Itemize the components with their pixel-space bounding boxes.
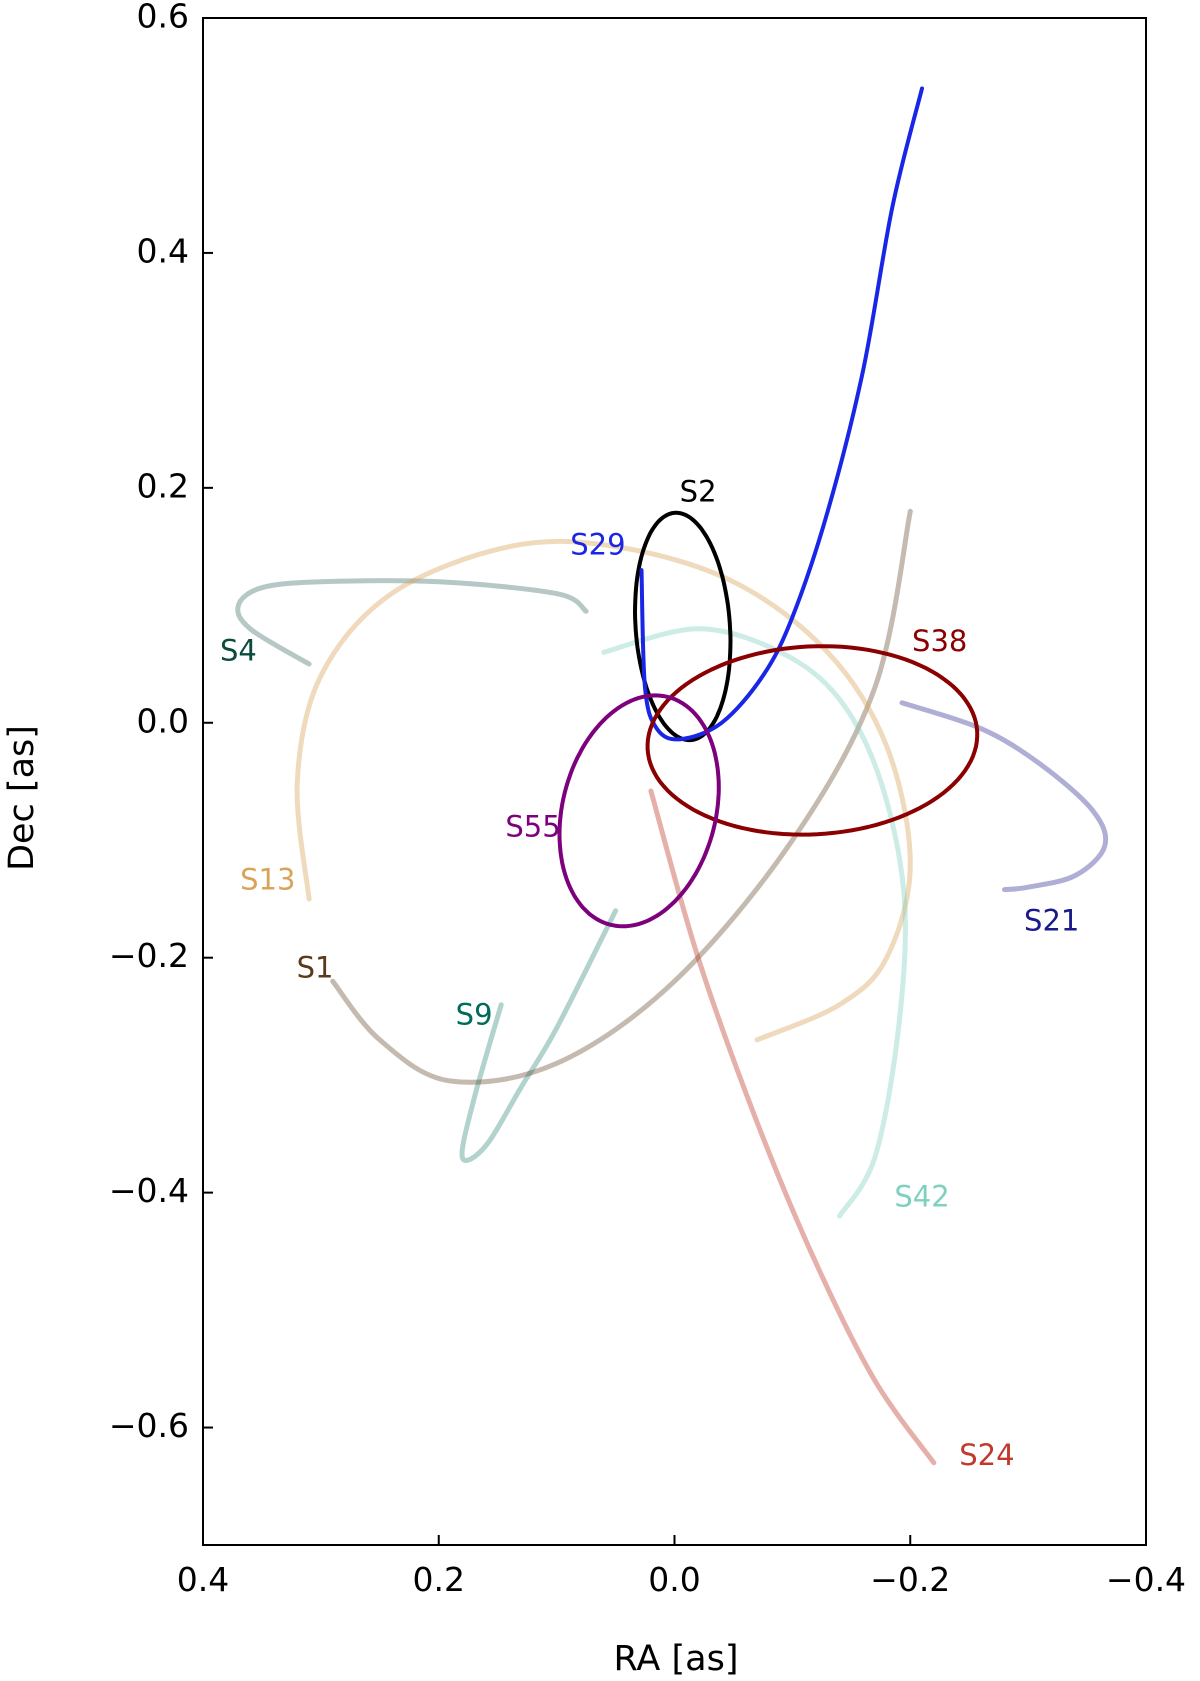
label-s2: S2 (680, 475, 717, 509)
series-s1: S1 (297, 508, 913, 1085)
y-axis-label: Dec [as] (2, 725, 42, 871)
label-s9: S9 (456, 997, 493, 1031)
plot-frame (202, 17, 1147, 1546)
label-s4: S4 (220, 633, 257, 667)
orbit-s9 (459, 908, 619, 1163)
x-tick-label: 0.2 (413, 1560, 465, 1599)
series-s24: S24 (648, 788, 1015, 1472)
label-s29: S29 (570, 528, 625, 562)
label-s42: S42 (894, 1180, 949, 1214)
x-tick-label: −0.4 (1106, 1560, 1186, 1599)
label-s24: S24 (959, 1438, 1014, 1472)
y-tick-label: 0.2 (137, 466, 189, 505)
x-tick-label: 0.0 (648, 1560, 700, 1599)
orbit-s4 (235, 578, 589, 667)
label-s55: S55 (505, 810, 560, 844)
y-tick-label: −0.6 (109, 1406, 189, 1445)
axes: 0.4 0.2 0.0 −0.2 −0.4 0.6 0.4 0.2 0.0 −0.2 −0.4 −0.… (109, 0, 1186, 1599)
series-s29: S29 (570, 86, 924, 742)
y-tick-label: 0.4 (137, 231, 189, 270)
label-s13: S13 (240, 862, 295, 896)
series-s9: S9 (456, 908, 619, 1163)
plot-area: S4 S9 S1 S21 S13 S24 S42 S2 S29 S38 S55 (220, 86, 1109, 1472)
label-s21: S21 (1024, 904, 1079, 938)
y-tick-label: 0.6 (137, 0, 189, 36)
series-s21: S21 (899, 700, 1109, 938)
orbit-s13 (294, 538, 913, 1043)
orbit-s24 (648, 788, 937, 1466)
orbit-s1 (330, 508, 913, 1085)
y-tick-label: 0.0 (137, 701, 189, 740)
x-tick-label: 0.4 (177, 1560, 229, 1599)
orbit-s21 (899, 700, 1109, 893)
series-s38: S38 (645, 624, 980, 837)
series-s2: S2 (633, 475, 733, 743)
y-tick-label: −0.4 (109, 1171, 189, 1210)
label-s1: S1 (297, 950, 334, 984)
orbit-s29 (639, 86, 924, 742)
y-tick-label: −0.2 (109, 936, 189, 975)
series-s4: S4 (220, 578, 589, 667)
orbit-s55 (557, 693, 721, 929)
x-tick-label: −0.2 (870, 1560, 950, 1599)
series-s55: S55 (505, 693, 721, 929)
series-s13: S13 (240, 538, 913, 1043)
orbit-s38 (645, 644, 980, 837)
orbit-s2 (633, 510, 733, 743)
x-axis-label: RA [as] (614, 1639, 739, 1679)
label-s38: S38 (912, 624, 967, 658)
